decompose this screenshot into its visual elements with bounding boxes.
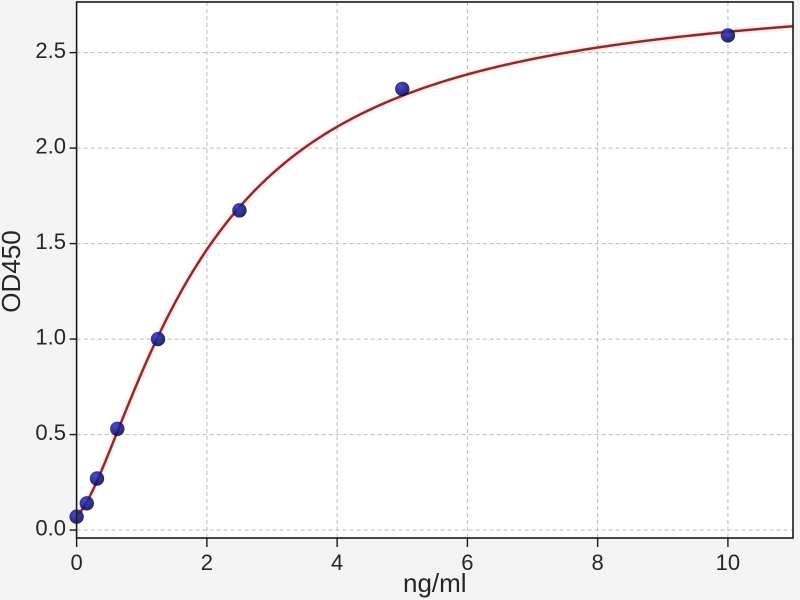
svg-text:8: 8 <box>592 550 604 575</box>
svg-text:0.0: 0.0 <box>35 516 66 541</box>
svg-text:10: 10 <box>716 550 740 575</box>
svg-text:2: 2 <box>201 550 213 575</box>
svg-text:1.5: 1.5 <box>35 229 66 254</box>
svg-text:2.0: 2.0 <box>35 134 66 159</box>
svg-text:1.0: 1.0 <box>35 325 66 350</box>
svg-text:OD450: OD450 <box>0 230 26 312</box>
svg-text:2.5: 2.5 <box>35 38 66 63</box>
svg-text:0.5: 0.5 <box>35 420 66 445</box>
svg-text:ng/ml: ng/ml <box>403 568 467 598</box>
svg-text:4: 4 <box>331 550 343 575</box>
svg-text:0: 0 <box>70 550 82 575</box>
